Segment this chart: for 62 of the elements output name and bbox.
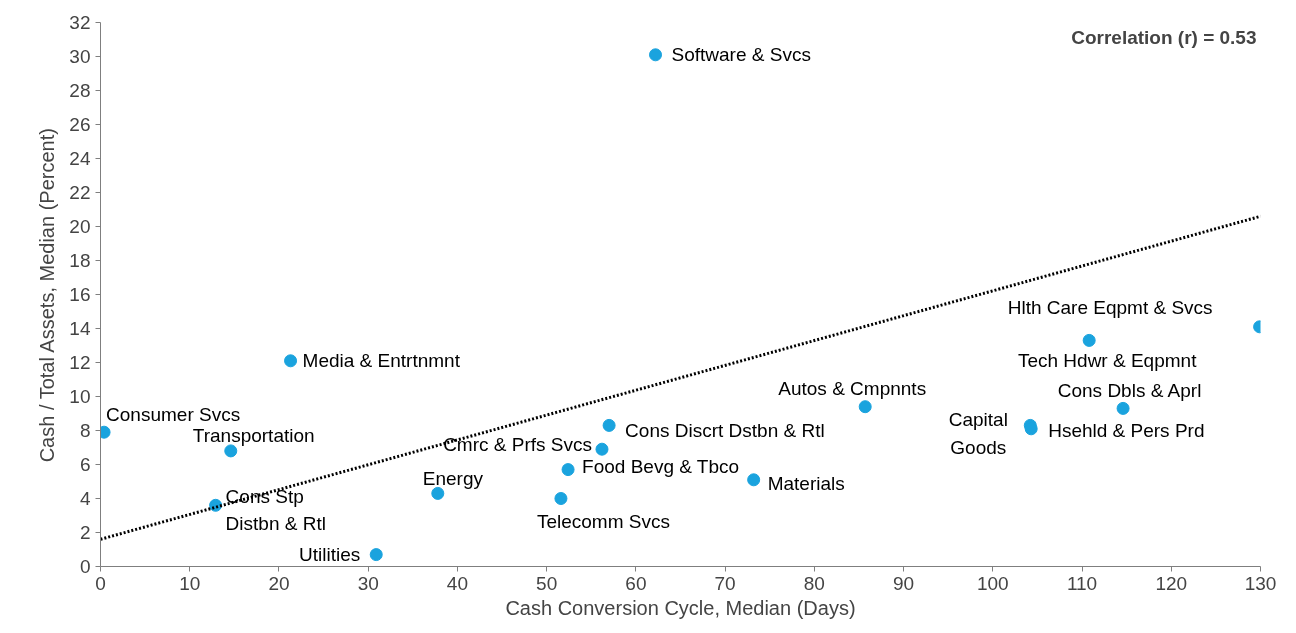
point xyxy=(649,48,663,62)
annotation: Tech Hdwr & Eqpmnt xyxy=(1017,349,1198,371)
y-tick-label: 2 xyxy=(79,522,91,543)
annotation: Transportation xyxy=(192,425,315,447)
annotation: Cmrc & Prfs Svcs xyxy=(443,433,592,455)
point xyxy=(858,400,872,414)
y-tick-label: 16 xyxy=(69,284,91,305)
annotation: Autos & Cmpnnts xyxy=(778,378,927,400)
y-tick-label: 8 xyxy=(79,420,91,441)
y-tick-label: 14 xyxy=(69,318,91,339)
point xyxy=(284,354,298,368)
y-tick-label: 22 xyxy=(69,182,91,203)
annotation: Utilities xyxy=(298,544,361,566)
x-tick-label: 10 xyxy=(179,572,201,594)
x-tick-label: 80 xyxy=(803,572,825,594)
annotation: Media & Entrtnmnt xyxy=(302,350,461,372)
x-tick-label: 50 xyxy=(536,572,558,594)
x-tick-label: 110 xyxy=(1066,572,1098,594)
y-tick-label: 12 xyxy=(69,352,91,373)
point xyxy=(747,473,761,487)
annotation: Consumer Svcs xyxy=(106,403,241,425)
annotation: Correlation (r) = 0.53 xyxy=(1071,26,1257,48)
y-tick-label: 26 xyxy=(69,114,91,135)
point xyxy=(561,463,575,477)
y-axis-title: Cash / Total Assets, Median (Percent) xyxy=(36,128,59,463)
y-tick-label: 4 xyxy=(79,488,91,509)
x-tick-label: 30 xyxy=(357,572,379,594)
annotation: Energy xyxy=(422,467,484,489)
annotation: Food Bevg & Tbco xyxy=(582,456,740,478)
point xyxy=(595,442,609,456)
annotation: Cons Discrt Dstbn & Rtl xyxy=(625,419,825,441)
annotation: Hlth Care Eqpmt & Svcs xyxy=(1007,297,1213,319)
annotation: Software & Svcs xyxy=(671,44,811,66)
point xyxy=(602,418,616,432)
y-tick-label: 24 xyxy=(69,148,91,169)
x-axis-title: Cash Conversion Cycle, Median (Days) xyxy=(505,596,856,619)
y-tick-label: 0 xyxy=(79,556,91,577)
y-tick-label: 18 xyxy=(69,250,91,271)
y-tick-label: 28 xyxy=(69,80,91,101)
point xyxy=(369,548,383,562)
point xyxy=(1116,401,1130,415)
annotation: Hsehld & Pers Prd xyxy=(1048,420,1205,442)
y-tick-label: 30 xyxy=(69,46,91,67)
x-tick-label: 100 xyxy=(976,572,1009,594)
y-tick-label: 20 xyxy=(69,216,91,237)
x-tick-label: 40 xyxy=(446,572,468,594)
x-tick-label: 60 xyxy=(625,572,647,594)
point xyxy=(1082,333,1096,347)
x-tick-label: 120 xyxy=(1155,572,1188,594)
x-tick-label: 20 xyxy=(268,572,290,594)
annotation: Cons Dbls & Aprl xyxy=(1057,379,1202,401)
point xyxy=(554,492,568,505)
x-tick-label: 70 xyxy=(714,572,736,594)
annotation: Capital Goods xyxy=(948,409,1008,458)
x-tick-label: 0 xyxy=(95,572,106,594)
annotation: Materials xyxy=(767,473,845,495)
y-tick-label: 6 xyxy=(79,454,91,475)
annotation: Telecomm Svcs xyxy=(536,511,670,532)
y-tick-label: 10 xyxy=(69,386,91,407)
x-tick-label: 130 xyxy=(1244,572,1277,594)
y-tick-label: 32 xyxy=(69,12,91,33)
x-tick-label: 90 xyxy=(893,572,915,594)
